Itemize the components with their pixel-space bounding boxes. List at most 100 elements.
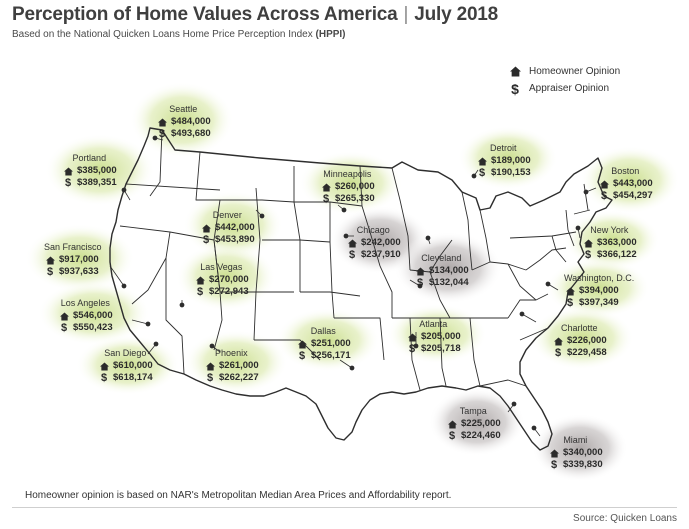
appraiser-value: $389,351 [77,177,117,188]
house-icon [296,339,308,349]
city-name: Los Angeles [60,298,110,308]
homeowner-value-row: $226,000 [552,335,607,347]
house-icon [598,179,610,189]
appraiser-value: $937,633 [59,266,99,277]
house-icon [156,117,168,127]
city-label-denver: Denver $442,000 $ $453,890 [200,209,255,246]
homeowner-value: $610,000 [113,360,153,371]
appraiser-value-row: $ $550,423 [58,322,113,334]
homeowner-value-row: $546,000 [58,310,113,322]
city-label-dallas: Dallas $251,000 $ $256,171 [296,325,351,362]
homeowner-value: $205,000 [421,331,461,342]
homeowner-value: $385,000 [77,165,117,176]
appraiser-value-row: $ $397,349 [564,297,634,309]
halo-denver [183,191,283,259]
city-name: Portland [72,153,107,163]
appraiser-value: $339,830 [563,459,603,470]
city-name: Chicago [356,225,390,235]
homeowner-value: $225,000 [461,418,501,429]
halo-tampa [429,388,525,456]
halo-portland [45,134,155,206]
city-name: Minneapolis [323,169,372,179]
dollar-icon: $ [348,249,356,261]
homeowner-value: $394,000 [579,285,619,296]
appraiser-value: $550,423 [73,322,113,333]
homeowner-value-row: $484,000 [156,116,211,128]
homeowner-value-row: $205,000 [406,331,461,343]
city-name: Phoenix [215,348,248,358]
dollar-icon: $ [554,347,562,359]
appraiser-value: $237,910 [361,249,401,260]
city-name: Denver [212,210,242,220]
us-outline [109,127,613,451]
house-icon [414,266,426,276]
house-icon [62,166,74,176]
appraiser-value-row: $ $132,044 [414,277,469,289]
title-date: July 2018 [414,4,499,25]
dollar-icon: $ [448,430,456,442]
appraiser-value: $493,680 [171,128,211,139]
title-text: Perception of Home Values Across America [12,4,398,25]
subtitle-text: Based on the National Quicken Loans Home… [12,29,313,40]
house-icon [552,336,564,346]
house-icon [346,238,358,248]
city-name: Miami [563,435,588,445]
subtitle: Based on the National Quicken Loans Home… [12,29,346,40]
appraiser-value: $454,297 [613,190,653,201]
appraiser-value: $366,122 [597,249,637,260]
city-name: San Diego [104,348,147,358]
halo-charlotte [530,306,634,370]
homeowner-value-row: $917,000 [44,254,102,266]
city-label-atlanta: Atlanta $205,000 $ $205,718 [406,318,461,355]
house-icon [194,275,206,285]
appraiser-value: $229,458 [567,347,607,358]
homeowner-value: $226,000 [567,335,607,346]
house-icon [44,255,56,265]
appraiser-value-row: $ $262,227 [204,372,259,384]
appraiser-value: $132,044 [429,277,469,288]
homeowner-value-row: $443,000 [598,178,653,190]
homeowner-value: $443,000 [613,178,653,189]
appraiser-value: $397,349 [579,297,619,308]
appraiser-value-row: $ $190,153 [476,167,531,179]
homeowner-value: $189,000 [491,155,531,166]
dollar-icon: $ [322,193,330,205]
appraiser-value-row: $ $618,174 [98,372,153,384]
city-name: Detroit [490,143,517,153]
city-name: San Francisco [44,242,102,252]
homeowner-value: $260,000 [335,181,375,192]
appraiser-value-row: $ $205,718 [406,343,461,355]
city-label-san-francisco: San Francisco $917,000 $ $937,633 [44,241,102,278]
homeowner-value-row: $340,000 [548,447,603,459]
house-icon [204,361,216,371]
homeowner-value: $340,000 [563,447,603,458]
legend-homeowner-label: Homeowner Opinion [529,66,621,77]
city-label-minneapolis: Minneapolis $260,000 $ $265,330 [320,168,375,205]
homeowner-value-row: $260,000 [320,181,375,193]
appraiser-value-row: $ $229,458 [552,347,607,359]
homeowner-value-row: $394,000 [564,285,634,297]
house-icon [446,419,458,429]
city-name: Tampa [459,406,487,416]
homeowner-value: $251,000 [311,338,351,349]
appraiser-value: $453,890 [215,234,255,245]
homeowner-value: $134,000 [429,265,469,276]
homeowner-value-row: $189,000 [476,155,531,167]
legend-homeowner: Homeowner Opinion [508,63,620,80]
appraiser-value: $190,153 [491,167,531,178]
halo-dallas [276,308,380,372]
dollar-icon: $ [408,343,416,355]
appraiser-value: $272,943 [209,286,249,297]
dollar-icon: $ [100,372,108,384]
homeowner-value-row: $261,000 [204,360,259,372]
house-icon [508,66,522,77]
appraiser-value-row: $ $256,171 [296,350,351,362]
city-name: Washington, D.C. [564,273,635,283]
homeowner-value: $242,000 [361,237,401,248]
city-label-phoenix: Phoenix $261,000 $ $262,227 [204,347,259,384]
halo-washington [546,258,650,318]
house-icon [200,223,212,233]
city-label-charlotte: Charlotte $226,000 $ $229,458 [552,322,607,359]
source-credit: Source: Quicken Loans [573,513,677,524]
